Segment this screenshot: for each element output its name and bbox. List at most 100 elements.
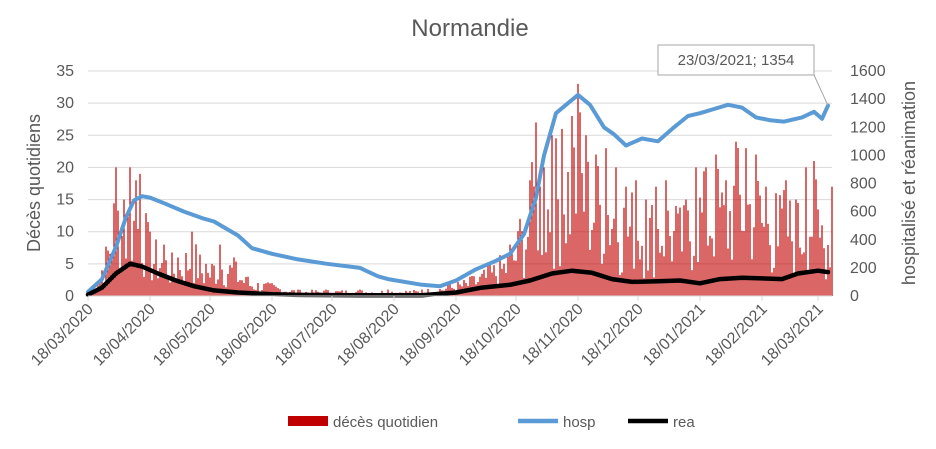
bar: [679, 207, 681, 296]
bar: [233, 257, 235, 296]
x-axis-ticks: 18/03/202018/04/202018/05/202018/06/2020…: [28, 296, 827, 369]
bar: [605, 148, 607, 296]
bar: [809, 236, 811, 296]
legend-label: décès quotidien: [333, 414, 438, 431]
bar: [775, 193, 777, 296]
bar: [201, 273, 203, 296]
bar: [487, 265, 489, 296]
left-tick-label: 0: [65, 288, 74, 305]
bar: [123, 199, 125, 296]
bar: [509, 244, 511, 296]
bar: [515, 260, 517, 296]
y-axis-left-title: Décès quotidiens: [24, 114, 44, 252]
bar: [535, 122, 537, 296]
bar: [491, 272, 493, 296]
right-tick-label: 0: [850, 288, 859, 305]
bar: [199, 254, 201, 296]
bar: [551, 135, 553, 296]
bar: [271, 283, 273, 296]
line-series: [85, 92, 831, 298]
bar: [523, 278, 525, 296]
bar: [481, 273, 483, 296]
right-tick-label: 1200: [850, 119, 886, 136]
bar: [473, 276, 475, 296]
x-tick-label: 18/06/2020: [212, 301, 281, 370]
bar: [503, 263, 505, 296]
series-line-hosp: [86, 92, 830, 294]
bar: [695, 167, 697, 296]
bar: [217, 279, 219, 296]
left-tick-label: 20: [56, 159, 74, 176]
x-tick-label: 18/05/2020: [150, 301, 219, 370]
bar: [273, 285, 275, 296]
bar: [525, 249, 527, 296]
bar: [193, 283, 195, 296]
bar: [655, 186, 657, 296]
bar: [631, 192, 633, 296]
bar: [831, 186, 833, 296]
bar: [267, 282, 269, 296]
bar: [757, 180, 759, 296]
bar: [543, 167, 545, 296]
bar: [725, 180, 727, 296]
bar: [705, 167, 707, 296]
legend-item-rea: rea: [628, 414, 695, 431]
bar: [569, 234, 571, 296]
bar: [609, 245, 611, 296]
x-tick-label: 18/08/2020: [334, 301, 403, 370]
bar: [539, 186, 541, 296]
right-axis-ticks: 0 200 400 600 800 1000 1200 1400 1600: [850, 63, 886, 305]
bar: [645, 199, 647, 296]
bar: [737, 147, 739, 296]
bar: [739, 194, 741, 296]
bar: [643, 278, 645, 296]
bar: [815, 179, 817, 296]
bar: [677, 213, 679, 296]
bar: [755, 154, 757, 296]
x-tick-label: 18/09/2020: [396, 301, 465, 370]
bar: [189, 268, 191, 296]
bar: [263, 283, 265, 296]
bar: [191, 231, 193, 296]
bar: [101, 270, 103, 296]
bar: [171, 252, 173, 296]
bar: [531, 162, 533, 296]
bar: [107, 250, 109, 296]
bar: [797, 202, 799, 296]
bar: [581, 173, 583, 296]
bar: [777, 246, 779, 296]
bar: [629, 226, 631, 296]
bar: [181, 276, 183, 296]
bar: [743, 231, 745, 296]
x-tick-label: 18/07/2020: [272, 301, 341, 370]
bar: [699, 197, 701, 296]
callout-leader-line: [813, 74, 829, 106]
bar: [805, 167, 807, 296]
bar: [641, 245, 643, 296]
bar: [783, 190, 785, 296]
bar: [325, 289, 327, 296]
bar: [235, 261, 237, 296]
bar: [663, 256, 665, 296]
right-tick-label: 1600: [850, 63, 886, 80]
bar: [139, 173, 141, 296]
right-tick-label: 1400: [850, 91, 886, 108]
bar: [507, 256, 509, 296]
bar: [557, 199, 559, 296]
bar: [657, 228, 659, 296]
callout-box: [657, 44, 815, 76]
bar: [779, 195, 781, 296]
bar: [587, 161, 589, 296]
bar: [649, 217, 651, 296]
bar: [615, 167, 617, 296]
bar-series: [87, 83, 833, 296]
left-tick-label: 30: [56, 95, 74, 112]
bar: [463, 280, 465, 296]
bar: [787, 236, 789, 296]
bar: [693, 255, 695, 296]
bar: [529, 180, 531, 296]
bar: [685, 199, 687, 296]
bar: [277, 288, 279, 296]
right-tick-label: 800: [850, 176, 877, 193]
